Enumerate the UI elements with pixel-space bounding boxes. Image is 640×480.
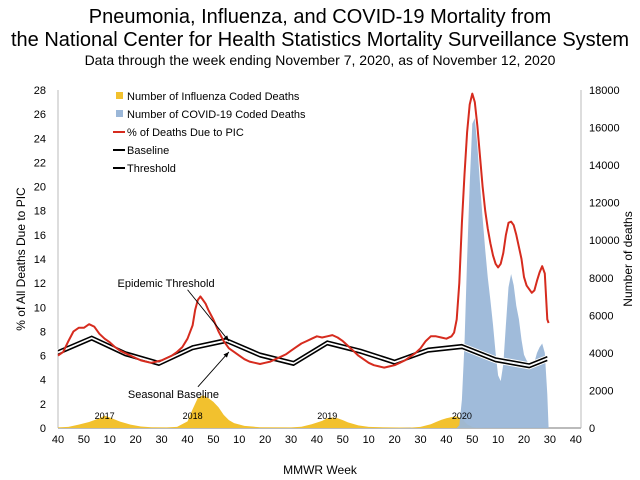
- left-tick-label: 14: [34, 254, 46, 266]
- annotation-arrow-line: [187, 289, 230, 342]
- right-tick-label: 14000: [589, 160, 620, 172]
- x-tick-label: 40: [52, 434, 64, 446]
- x-tick-label: 10: [363, 434, 375, 446]
- x-tick-label: 20: [518, 434, 530, 446]
- right-tick-label: 10000: [589, 235, 620, 247]
- x-tick-label: 10: [233, 434, 245, 446]
- left-tick-label: 20: [34, 182, 46, 194]
- x-tick-label: 20: [130, 434, 142, 446]
- left-tick-label: 8: [40, 326, 46, 338]
- area-number-of-covid-19-coded-deaths: [456, 118, 549, 428]
- x-tick-label: 50: [466, 434, 478, 446]
- left-tick-label: 28: [34, 85, 46, 97]
- right-tick-label: 0: [589, 423, 595, 435]
- x-tick-label: 50: [207, 434, 219, 446]
- year-label: 2019: [317, 411, 337, 421]
- left-tick-label: 4: [40, 375, 46, 387]
- x-tick-label: 50: [337, 434, 349, 446]
- year-label: 2017: [95, 411, 115, 421]
- chart-subtitle: Data through the week ending November 7,…: [84, 52, 556, 68]
- right-tick-label: 2000: [589, 385, 613, 397]
- x-tick-label: 20: [259, 434, 271, 446]
- x-tick-label: 20: [388, 434, 400, 446]
- left-tick-label: 12: [34, 278, 46, 290]
- annotation-arrow-line: [197, 351, 230, 388]
- x-axis-title: MMWR Week: [283, 463, 358, 477]
- left-tick-label: 0: [40, 423, 46, 435]
- annotation-epidemic-threshold: Epidemic Threshold: [118, 278, 215, 290]
- legend-label-threshold: Threshold: [127, 163, 176, 175]
- left-axis-title: % of All Deaths Due to PIC: [14, 187, 28, 331]
- left-tick-label: 24: [34, 133, 46, 145]
- x-tick-label: 10: [104, 434, 116, 446]
- area-number-of-influenza-coded-deaths: [58, 395, 581, 428]
- x-tick-label: 40: [440, 434, 452, 446]
- chart-title-line-1: Pneumonia, Influenza, and COVID-19 Morta…: [88, 6, 552, 28]
- x-tick-label: 30: [544, 434, 556, 446]
- right-tick-label: 4000: [589, 348, 613, 360]
- x-tick-label: 40: [311, 434, 323, 446]
- line-pic-percent: [57, 92, 550, 369]
- left-tick-label: 26: [34, 109, 46, 121]
- right-tick-label: 12000: [589, 198, 620, 210]
- x-tick-label: 40: [181, 434, 193, 446]
- legend-label-of-deaths-due-to-pic: % of Deaths Due to PIC: [127, 127, 244, 139]
- right-tick-label: 16000: [589, 123, 620, 135]
- left-tick-label: 16: [34, 230, 46, 242]
- right-tick-label: 6000: [589, 310, 613, 322]
- line-threshold: [57, 335, 548, 365]
- year-label: 2018: [183, 411, 203, 421]
- x-tick-label: 30: [414, 434, 426, 446]
- left-tick-label: 10: [34, 302, 46, 314]
- left-tick-label: 18: [34, 206, 46, 218]
- x-tick-label: 50: [78, 434, 90, 446]
- right-tick-label: 8000: [589, 273, 613, 285]
- right-tick-label: 18000: [589, 85, 620, 97]
- legend-swatch-number-of-influenza-coded-deaths: [116, 92, 123, 99]
- x-tick-label: 30: [285, 434, 297, 446]
- left-tick-label: 6: [40, 351, 46, 363]
- annotation-seasonal-baseline: Seasonal Baseline: [128, 389, 219, 401]
- x-tick-label: 40: [570, 434, 582, 446]
- legend-swatch-number-of-covid-19-coded-deaths: [116, 110, 123, 117]
- right-axis-title: Number of deaths: [621, 211, 635, 306]
- chart-title-line-2: the National Center for Health Statistic…: [10, 29, 630, 51]
- annotation-arrow-head: [223, 351, 229, 358]
- x-tick-label: 30: [155, 434, 167, 446]
- x-tick-label: 10: [492, 434, 504, 446]
- left-tick-label: 2: [40, 399, 46, 411]
- legend-label-number-of-influenza-coded-deaths: Number of Influenza Coded Deaths: [127, 91, 300, 103]
- legend-label-number-of-covid-19-coded-deaths: Number of COVID-19 Coded Deaths: [127, 109, 306, 121]
- annotation-arrow-head: [223, 335, 229, 342]
- left-tick-label: 22: [34, 157, 46, 169]
- year-label: 2020: [452, 411, 472, 421]
- legend-label-baseline: Baseline: [127, 145, 169, 157]
